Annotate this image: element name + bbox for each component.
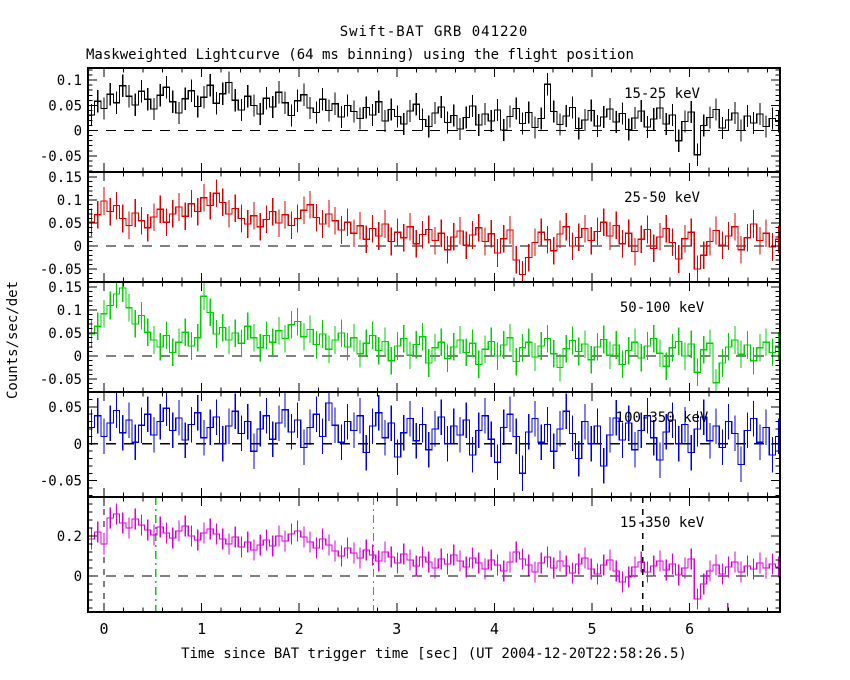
lightcurve-steps (88, 287, 780, 384)
x-tick-label: 3 (392, 620, 401, 638)
x-tick-label: 5 (587, 620, 596, 638)
band-label: 15-350 keV (620, 515, 705, 531)
x-tick-label: 0 (99, 620, 108, 638)
y-tick-label: 0 (74, 349, 82, 365)
band-label: 15-25 keV (624, 86, 700, 102)
plot-title: Swift-BAT GRB 041220 (340, 24, 529, 40)
y-tick-label: 0.1 (57, 73, 82, 89)
x-axis-label: Time since BAT trigger time [sec] (UT 20… (181, 646, 687, 662)
y-tick-label: 0 (74, 569, 82, 585)
band-label: 25-50 keV (624, 190, 700, 206)
y-tick-label: 0.05 (48, 326, 82, 342)
error-bars (90, 282, 780, 392)
y-tick-label: -0.05 (40, 262, 82, 278)
lightcurve-steps (88, 192, 780, 276)
lightcurve-steps (88, 82, 780, 156)
y-tick-label: 0.05 (48, 98, 82, 114)
panel-frame (87, 496, 781, 613)
axis-ticks (88, 392, 780, 497)
panel-15-25-kev: 0.1 0.05 0 -0.05 15-25 keV (40, 67, 781, 173)
x-tick-label: 4 (490, 620, 499, 638)
y-tick-label: 0.15 (48, 280, 82, 296)
axis-ticks (88, 172, 780, 282)
panel-50-100-kev: 0.15 0.1 0.05 0 -0.05 50-100 keV (40, 280, 781, 393)
panel-15-350-kev: 0.2 0 15-350 keV (57, 496, 781, 613)
lightcurve-steps (88, 402, 780, 474)
axis-ticks (88, 497, 780, 612)
y-tick-label: 0.2 (57, 529, 82, 545)
y-tick-label: 0 (74, 124, 82, 140)
x-tick-label: 2 (295, 620, 304, 638)
panel-frame (87, 171, 781, 283)
axis-ticks (88, 282, 780, 392)
panel-100-350-kev: 0.05 0 -0.05 100-350 keV (40, 391, 781, 498)
y-tick-label: -0.05 (40, 474, 82, 490)
y-tick-label: 0.1 (57, 193, 82, 209)
panel-25-50-kev: 0.15 0.1 0.05 0 -0.05 25-50 keV (40, 170, 781, 283)
plot-subtitle: Maskweighted Lightcurve (64 ms binning) … (86, 47, 634, 63)
axis-ticks (88, 68, 780, 172)
band-label: 100-350 keV (616, 410, 709, 426)
y-tick-label: 0.05 (48, 400, 82, 416)
y-tick-label: -0.05 (40, 149, 82, 165)
y-axis-label: Counts/sec/det (5, 281, 21, 399)
y-tick-label: 0.1 (57, 303, 82, 319)
band-label: 50-100 keV (620, 300, 705, 316)
x-tick-label: 6 (685, 620, 694, 638)
lightcurve-steps (88, 513, 780, 600)
y-tick-label: 0 (74, 239, 82, 255)
y-tick-label: 0 (74, 437, 82, 453)
y-tick-label: -0.05 (40, 372, 82, 388)
y-tick-label: 0.05 (48, 216, 82, 232)
y-tick-label: 0.15 (48, 170, 82, 186)
x-tick-label: 1 (197, 620, 206, 638)
